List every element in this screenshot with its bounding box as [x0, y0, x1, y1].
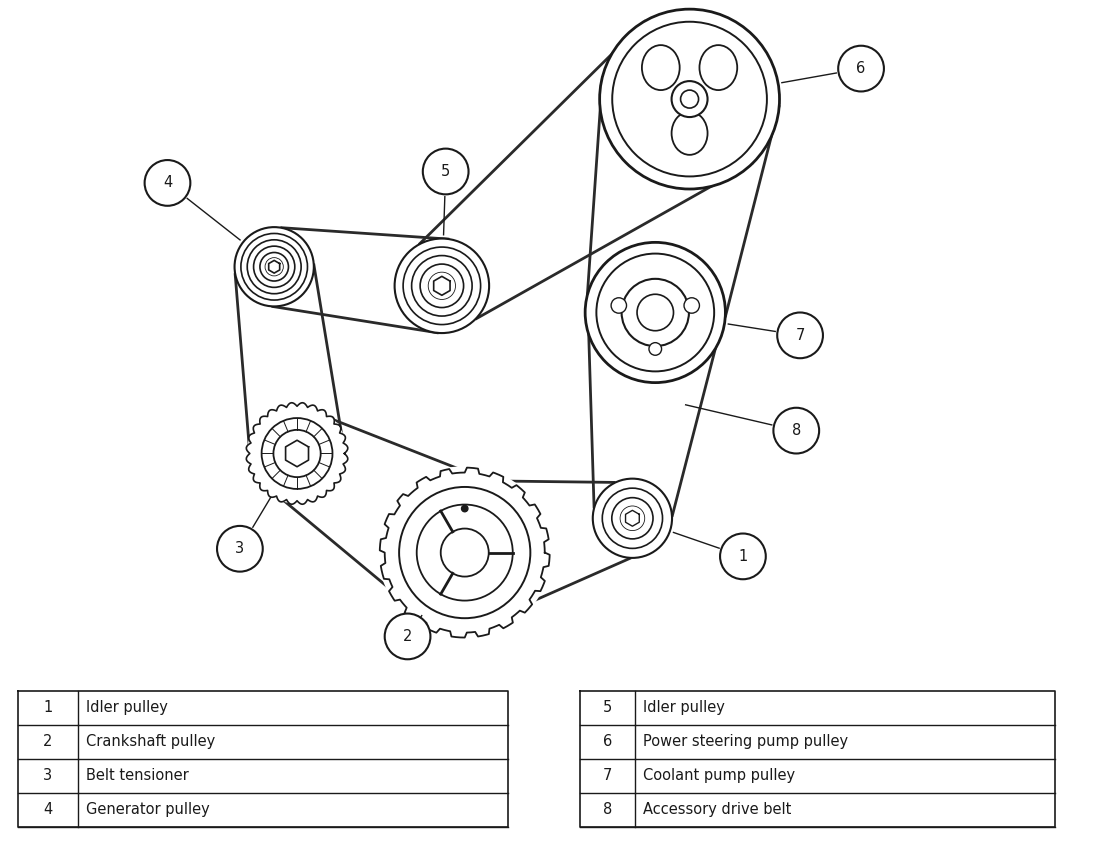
Circle shape [599, 9, 780, 189]
Ellipse shape [642, 45, 680, 90]
Text: 5: 5 [603, 700, 613, 715]
Text: Crankshaft pulley: Crankshaft pulley [86, 734, 215, 750]
Text: Generator pulley: Generator pulley [86, 802, 209, 818]
Circle shape [217, 526, 263, 571]
Text: 1: 1 [738, 549, 747, 564]
Circle shape [684, 298, 700, 313]
Circle shape [622, 278, 689, 346]
Text: 4: 4 [162, 176, 172, 190]
Text: Belt tensioner: Belt tensioner [86, 768, 189, 784]
Circle shape [612, 298, 626, 313]
Text: 2: 2 [403, 629, 412, 644]
Circle shape [592, 479, 672, 558]
Text: 3: 3 [44, 768, 53, 784]
Circle shape [394, 239, 489, 333]
Text: 6: 6 [603, 734, 613, 750]
Circle shape [423, 149, 468, 194]
Circle shape [384, 614, 430, 660]
Text: Idler pulley: Idler pulley [643, 700, 725, 715]
Circle shape [720, 533, 766, 579]
Text: Power steering pump pulley: Power steering pump pulley [643, 734, 848, 750]
Circle shape [248, 403, 347, 503]
Circle shape [144, 160, 190, 205]
Text: 6: 6 [857, 61, 866, 76]
Polygon shape [269, 261, 280, 273]
Text: Idler pulley: Idler pulley [86, 700, 168, 715]
Text: 4: 4 [44, 802, 53, 818]
Circle shape [637, 295, 673, 331]
Circle shape [648, 343, 662, 355]
Circle shape [774, 408, 819, 453]
Text: 3: 3 [235, 542, 244, 556]
Circle shape [613, 22, 767, 177]
Circle shape [672, 82, 708, 117]
Circle shape [379, 466, 551, 639]
Circle shape [461, 505, 468, 512]
Polygon shape [626, 510, 640, 526]
Text: Accessory drive belt: Accessory drive belt [643, 802, 792, 818]
Circle shape [585, 242, 726, 383]
Polygon shape [286, 441, 308, 467]
Text: 8: 8 [792, 423, 801, 438]
Circle shape [585, 242, 726, 383]
Circle shape [620, 506, 644, 530]
Circle shape [681, 90, 699, 108]
Text: 2: 2 [44, 734, 53, 750]
Circle shape [777, 312, 823, 358]
Text: 5: 5 [441, 164, 450, 179]
Circle shape [234, 228, 314, 306]
Circle shape [596, 254, 715, 371]
Circle shape [838, 46, 884, 92]
Circle shape [599, 9, 780, 189]
Text: 7: 7 [795, 328, 805, 343]
Polygon shape [433, 277, 450, 295]
Ellipse shape [700, 45, 737, 90]
Text: Coolant pump pulley: Coolant pump pulley [643, 768, 795, 784]
Text: 8: 8 [603, 802, 613, 818]
Text: 7: 7 [603, 768, 613, 784]
Text: 1: 1 [44, 700, 53, 715]
Circle shape [429, 273, 455, 299]
Ellipse shape [672, 112, 708, 155]
Circle shape [265, 258, 283, 275]
